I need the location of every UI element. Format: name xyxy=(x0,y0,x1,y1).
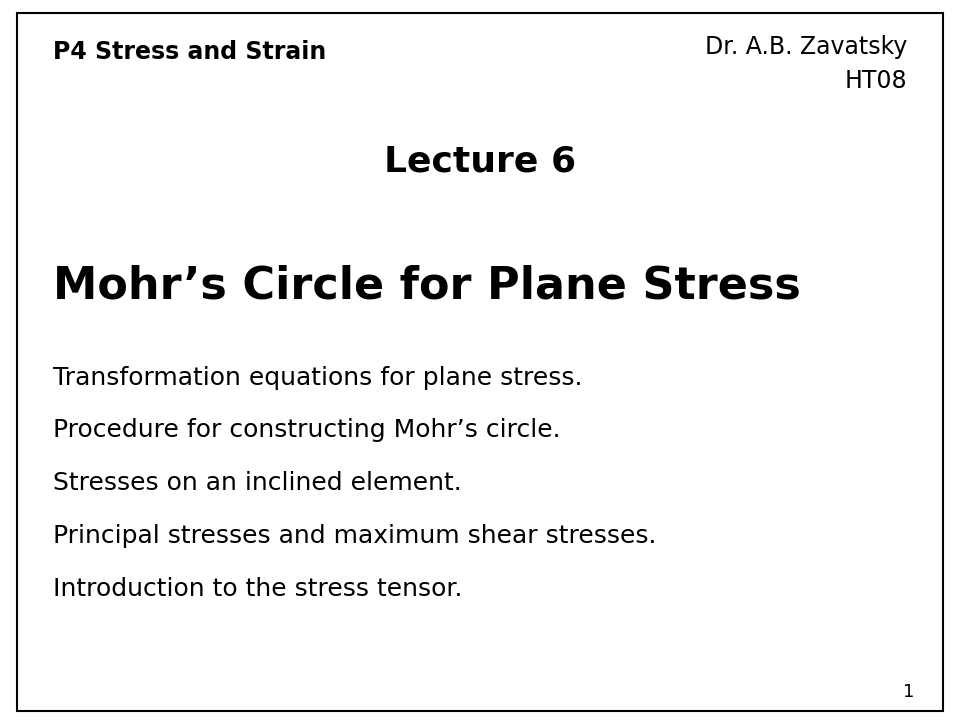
Text: P4 Stress and Strain: P4 Stress and Strain xyxy=(53,40,326,64)
Text: Mohr’s Circle for Plane Stress: Mohr’s Circle for Plane Stress xyxy=(53,264,801,307)
Text: Lecture 6: Lecture 6 xyxy=(384,145,576,179)
Text: Principal stresses and maximum shear stresses.: Principal stresses and maximum shear str… xyxy=(53,524,657,548)
Text: Transformation equations for plane stress.: Transformation equations for plane stres… xyxy=(53,366,583,390)
Text: HT08: HT08 xyxy=(845,69,907,93)
Text: Dr. A.B. Zavatsky: Dr. A.B. Zavatsky xyxy=(705,35,907,59)
Text: 1: 1 xyxy=(902,683,914,701)
Text: Introduction to the stress tensor.: Introduction to the stress tensor. xyxy=(53,577,463,601)
Text: Stresses on an inclined element.: Stresses on an inclined element. xyxy=(53,471,462,495)
Text: Procedure for constructing Mohr’s circle.: Procedure for constructing Mohr’s circle… xyxy=(53,418,561,442)
